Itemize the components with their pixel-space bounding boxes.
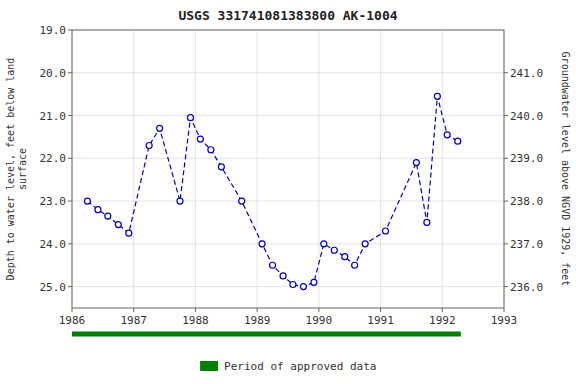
y-tick-label: 22.0 (40, 152, 67, 165)
data-point (270, 262, 276, 268)
grid-line-y (72, 72, 504, 73)
x-tick-label: 1989 (244, 314, 271, 327)
grid-line-y (72, 201, 504, 202)
y-tick-label: 19.0 (40, 24, 67, 37)
y-tick (68, 158, 72, 159)
data-point (444, 132, 450, 138)
x-tick (195, 308, 196, 312)
x-tick-label: 1991 (367, 314, 394, 327)
data-point (424, 219, 430, 225)
data (84, 93, 460, 289)
data-point (187, 115, 193, 121)
legend: Period of approved data (200, 360, 376, 373)
axes: 1986 1987 1988 1989 1990 1991 1992 1993 19.0 20.0… (40, 24, 544, 327)
data-point (105, 213, 111, 219)
data-point (115, 222, 121, 228)
grid-line-x (133, 30, 134, 308)
y2-tick-label: 241.0 (510, 67, 543, 80)
grid-line-x (318, 30, 319, 308)
grid-line-y (72, 115, 504, 116)
data-point (259, 241, 265, 247)
grid-line-x (195, 30, 196, 308)
y-tick (68, 72, 72, 73)
data-point (352, 262, 358, 268)
data-point (197, 136, 203, 142)
data-point (434, 93, 440, 99)
grid-line-y (72, 158, 504, 159)
data-point (84, 198, 90, 204)
data-point (311, 279, 317, 285)
x-tick-label: 1988 (182, 314, 209, 327)
x-tick-label: 1987 (120, 314, 147, 327)
grid-line-x (442, 30, 443, 308)
x-tick-label: 1992 (429, 314, 456, 327)
grid-line-x (257, 30, 258, 308)
x-tick-label: 1990 (306, 314, 333, 327)
y-tick-label: 20.0 (40, 67, 67, 80)
data-point (126, 230, 132, 236)
y2-tick-label: 236.0 (510, 281, 543, 294)
y2-tick (504, 201, 508, 202)
y-axis-label: Depth to water level, feet below landsur… (5, 58, 28, 281)
data-point (95, 207, 101, 213)
data-point (331, 247, 337, 253)
x-tick (442, 308, 443, 312)
x-tick (504, 308, 505, 312)
data-point (218, 164, 224, 170)
x-tick (318, 308, 319, 312)
y-tick (68, 243, 72, 244)
x-tick-label: 1986 (59, 314, 86, 327)
legend-label: Period of approved data (224, 360, 376, 373)
y-tick-label: 21.0 (40, 110, 67, 123)
y-tick-label: 24.0 (40, 238, 67, 251)
y2-tick-label: 237.0 (510, 238, 543, 251)
y2-tick-label: 239.0 (510, 152, 543, 165)
y2-tick-label: 238.0 (510, 195, 543, 208)
data-point (300, 284, 306, 290)
data-point (455, 138, 461, 144)
data-point (208, 147, 214, 153)
x-tick (257, 308, 258, 312)
legend-swatch (200, 361, 218, 371)
data-point (280, 273, 286, 279)
chart: 1986 1987 1988 1989 1990 1991 1992 1993 19.0 20.0… (0, 0, 576, 384)
title: USGS 331741081383800 AK-1004 (178, 8, 397, 23)
y2-tick (504, 115, 508, 116)
y2-tick-label: 240.0 (510, 110, 543, 123)
y2-tick (504, 243, 508, 244)
grid-line-y (72, 286, 504, 287)
y2-tick (504, 72, 508, 73)
data-point (239, 198, 245, 204)
data-point (413, 160, 419, 166)
data-line (87, 96, 457, 286)
x-tick (72, 308, 73, 312)
y-tick-label: 23.0 (40, 195, 67, 208)
grid (72, 30, 504, 308)
x-tick (133, 308, 134, 312)
y-tick (68, 115, 72, 116)
approved-period-bar (72, 332, 461, 337)
y2-tick (504, 286, 508, 287)
data-point (146, 142, 152, 148)
grid-line-x (380, 30, 381, 308)
data-point (321, 241, 327, 247)
y2-axis-label: Groundwater level above NGVD 1929, feet (560, 52, 571, 287)
x-tick (380, 308, 381, 312)
plot-area (72, 30, 504, 308)
x-tick-label: 1993 (491, 314, 518, 327)
data-point (157, 125, 163, 131)
data-point (177, 198, 183, 204)
y2-tick (504, 158, 508, 159)
grid-line-y (72, 243, 504, 244)
data-point (383, 228, 389, 234)
data-point (290, 281, 296, 287)
y-tick (68, 30, 72, 31)
y-tick (68, 201, 72, 202)
y-tick (68, 286, 72, 287)
data-point (362, 241, 368, 247)
plot-frame (72, 30, 504, 308)
data-point (342, 254, 348, 260)
y-tick-label: 25.0 (40, 281, 67, 294)
